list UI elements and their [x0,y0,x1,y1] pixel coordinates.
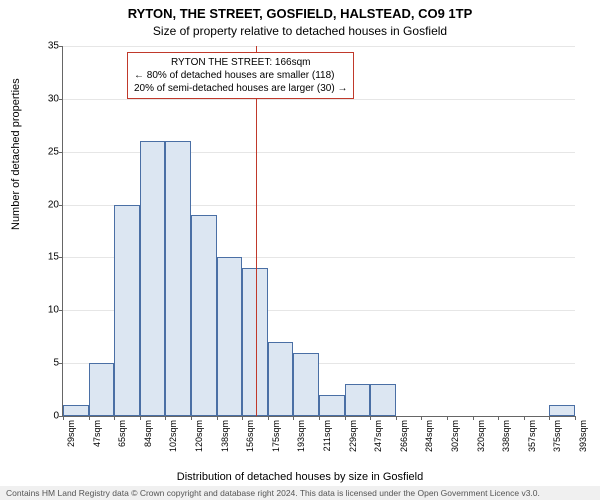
xtick-label: 375sqm [552,420,562,452]
xtick-label: 247sqm [373,420,383,452]
ytick-label: 35 [35,41,63,52]
xtick-mark [114,416,115,420]
xtick-mark [473,416,474,420]
xtick-mark [396,416,397,420]
footer-text: Contains HM Land Registry data © Crown c… [0,486,600,500]
histogram-bar [114,205,140,416]
ytick-label: 10 [35,305,63,316]
xtick-label: 84sqm [143,420,153,447]
xtick-label: 175sqm [271,420,281,452]
xtick-label: 47sqm [92,420,102,447]
ytick-label: 25 [35,146,63,157]
histogram-bar [319,395,345,416]
plot-area: 0510152025303529sqm47sqm65sqm84sqm102sqm… [62,46,575,417]
xtick-label: 338sqm [501,420,511,452]
annotation-line1: RYTON THE STREET: 166sqm [134,56,347,69]
histogram-bar [63,405,89,416]
reference-line [256,46,258,416]
xtick-label: 156sqm [245,420,255,452]
xtick-label: 193sqm [296,420,306,452]
xtick-label: 266sqm [399,420,409,452]
xtick-mark [242,416,243,420]
histogram-bar [217,257,243,416]
xtick-mark [268,416,269,420]
ytick-label: 5 [35,358,63,369]
ytick-label: 15 [35,252,63,263]
xtick-label: 102sqm [168,420,178,452]
xtick-mark [575,416,576,420]
histogram-bar [89,363,115,416]
xtick-label: 357sqm [527,420,537,452]
xtick-mark [293,416,294,420]
xtick-mark [421,416,422,420]
xtick-mark [89,416,90,420]
xtick-mark [345,416,346,420]
xtick-label: 65sqm [117,420,127,447]
xtick-label: 320sqm [476,420,486,452]
annotation-line3: 20% of semi-detached houses are larger (… [134,82,347,95]
xtick-mark [498,416,499,420]
xtick-mark [165,416,166,420]
xtick-label: 302sqm [450,420,460,452]
histogram-bar [549,405,575,416]
xtick-mark [63,416,64,420]
y-axis-label: Number of detached properties [10,78,22,230]
xtick-mark [319,416,320,420]
xtick-mark [524,416,525,420]
histogram-bar [165,141,191,416]
ytick-label: 30 [35,93,63,104]
histogram-bar [293,353,319,416]
annotation-box: RYTON THE STREET: 166sqm ← 80% of detach… [127,52,354,99]
histogram-bar [140,141,166,416]
xtick-label: 393sqm [578,420,588,452]
chart-title-sub: Size of property relative to detached ho… [0,24,600,38]
xtick-mark [549,416,550,420]
histogram-bar [345,384,371,416]
xtick-label: 229sqm [348,420,358,452]
ytick-label: 0 [35,411,63,422]
histogram-bar [268,342,294,416]
xtick-mark [140,416,141,420]
xtick-mark [191,416,192,420]
histogram-bar [370,384,396,416]
chart-container: RYTON, THE STREET, GOSFIELD, HALSTEAD, C… [0,0,600,500]
xtick-label: 138sqm [220,420,230,452]
histogram-bar [191,215,217,416]
xtick-mark [370,416,371,420]
xtick-label: 120sqm [194,420,204,452]
ytick-label: 20 [35,199,63,210]
xtick-label: 29sqm [66,420,76,447]
gridline [63,46,575,47]
xtick-mark [217,416,218,420]
xtick-mark [447,416,448,420]
xtick-label: 211sqm [322,420,332,451]
chart-title-main: RYTON, THE STREET, GOSFIELD, HALSTEAD, C… [0,6,600,21]
x-axis-label: Distribution of detached houses by size … [0,471,600,483]
annotation-line2: ← 80% of detached houses are smaller (11… [134,69,347,82]
xtick-label: 284sqm [424,420,434,452]
